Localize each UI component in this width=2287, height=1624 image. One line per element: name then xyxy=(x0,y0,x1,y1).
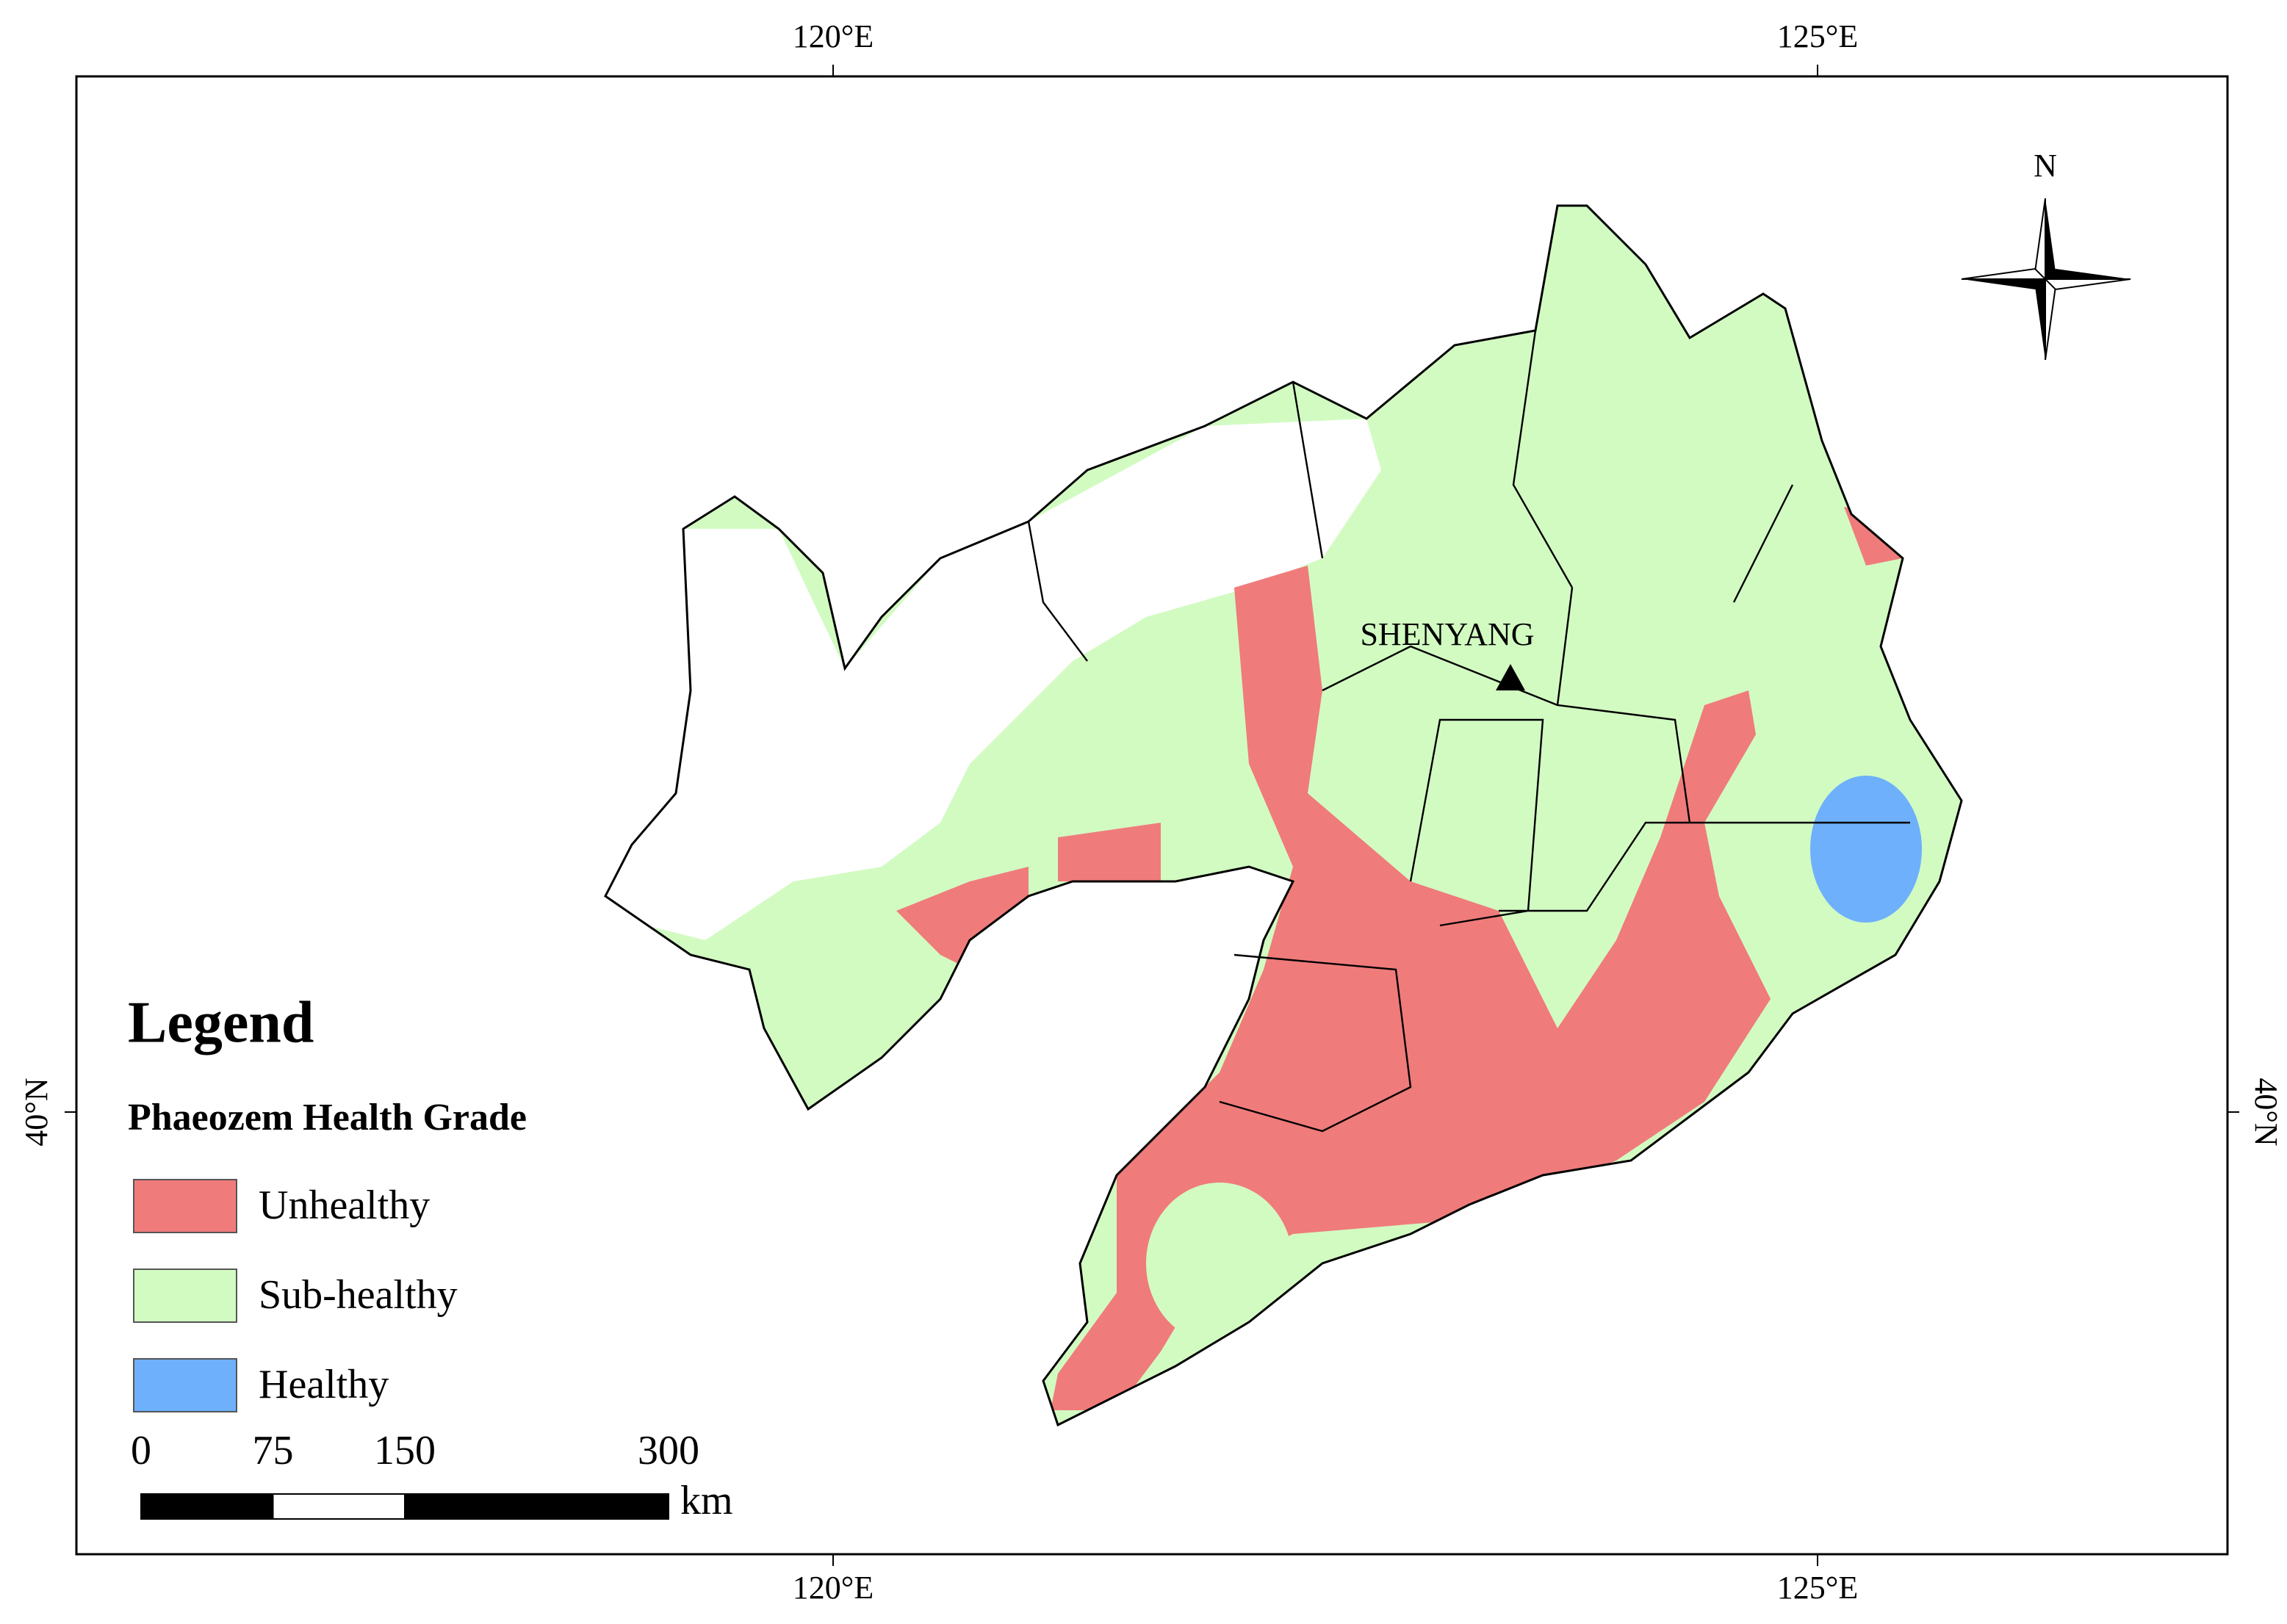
healthy-area xyxy=(1810,776,1922,923)
map-frame xyxy=(75,75,2229,1556)
legend-label: Unhealthy xyxy=(259,1183,430,1228)
scale-segment xyxy=(272,1493,406,1520)
sub-healthy-area xyxy=(1146,1183,1293,1344)
scale-label: 300 xyxy=(638,1428,699,1473)
legend-label: Sub-healthy xyxy=(259,1272,458,1318)
district-boundary xyxy=(1027,330,1910,1133)
lon-label: 120°E xyxy=(793,18,874,54)
north-label: N xyxy=(2034,148,2057,184)
lat-label: 40°N xyxy=(2248,1078,2284,1146)
lon-label: 120°E xyxy=(793,1570,874,1606)
lat-label: 40°N xyxy=(18,1078,54,1146)
grade-fill xyxy=(605,206,1962,1425)
north-arrow: N xyxy=(1961,148,2131,361)
scale-segment xyxy=(140,1493,274,1520)
unhealthy-area xyxy=(896,507,1903,970)
legend-subtitle: Phaeozem Health Grade xyxy=(128,1097,527,1138)
lon-label: 125°E xyxy=(1777,18,1858,54)
graticule: 120°E 120°E 125°E 125°E 40°N 40°N xyxy=(18,18,2284,1606)
legend-label: Healthy xyxy=(259,1362,389,1407)
legend-title: Legend xyxy=(128,990,314,1055)
city-label: SHENYANG xyxy=(1360,616,1534,652)
legend-swatch xyxy=(133,1179,237,1233)
scale-unit: km xyxy=(680,1478,733,1523)
scale-label: 150 xyxy=(374,1428,436,1473)
no-data-area xyxy=(605,419,1381,940)
scale-segment xyxy=(404,1493,669,1520)
lon-label: 125°E xyxy=(1777,1570,1858,1606)
scale-label: 0 xyxy=(131,1428,151,1473)
scale-bar: 0 75 150 300 km xyxy=(131,1428,733,1523)
legend: Unhealthy Sub-healthy Healthy xyxy=(133,1179,458,1412)
city-marker xyxy=(1496,664,1525,690)
legend-swatch xyxy=(133,1268,237,1323)
scale-label: 75 xyxy=(253,1428,294,1473)
legend-swatch xyxy=(133,1358,237,1412)
